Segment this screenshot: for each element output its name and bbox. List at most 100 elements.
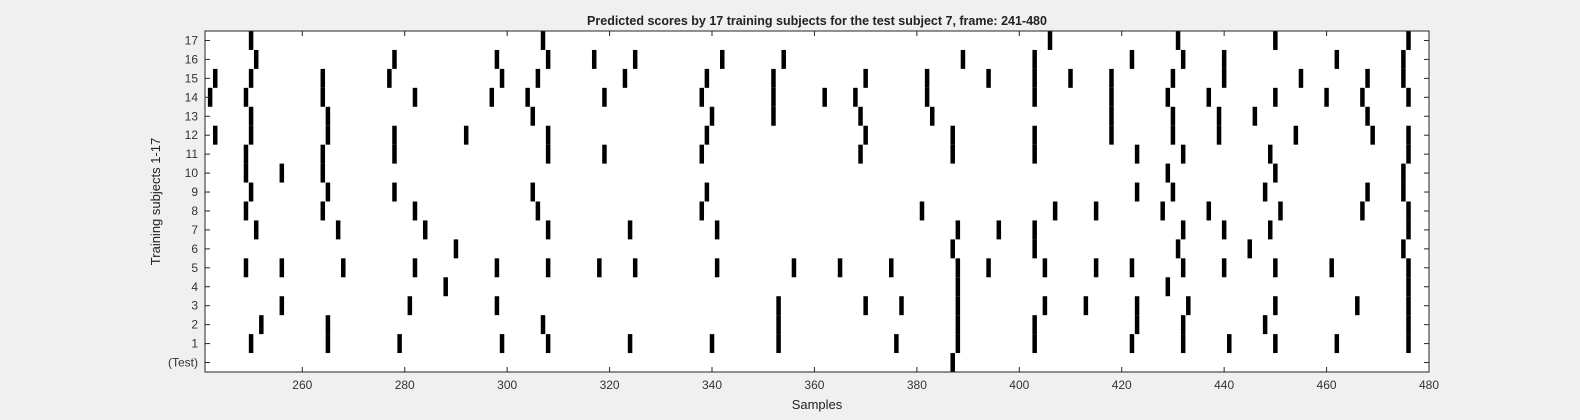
score-mark — [443, 277, 448, 297]
score-mark — [955, 277, 961, 297]
x-tick-label: 340 — [702, 378, 722, 392]
score-mark — [776, 334, 781, 354]
y-tick-label: 1 — [191, 337, 198, 351]
score-mark — [530, 106, 536, 126]
chart-title: Predicted scores by 17 training subjects… — [587, 14, 1047, 28]
score-mark — [535, 68, 541, 88]
score-mark — [1109, 125, 1114, 145]
y-tick-label: (Test) — [168, 356, 198, 370]
score-mark — [1083, 296, 1089, 316]
score-mark — [1180, 258, 1186, 278]
x-tick-label: 320 — [600, 378, 620, 392]
score-mark — [1360, 87, 1365, 107]
score-mark — [341, 258, 346, 278]
y-tick-label: 8 — [191, 204, 198, 218]
score-mark — [1334, 334, 1340, 354]
score-mark — [1355, 296, 1360, 316]
x-tick-label: 300 — [497, 378, 517, 392]
score-mark — [1360, 201, 1365, 221]
score-mark — [545, 220, 551, 240]
score-mark — [325, 125, 331, 145]
score-mark — [924, 87, 930, 107]
score-mark — [535, 201, 541, 221]
score-mark — [929, 106, 935, 126]
score-mark — [955, 334, 961, 354]
y-tick-label: 4 — [191, 280, 198, 294]
score-mark — [545, 125, 551, 145]
score-mark — [325, 334, 331, 354]
y-tick-label: 9 — [191, 185, 198, 199]
y-tick-label: 14 — [185, 90, 199, 104]
score-mark — [212, 68, 218, 88]
score-mark — [1298, 68, 1304, 88]
score-mark — [704, 182, 710, 202]
score-mark — [320, 163, 326, 183]
score-mark — [1221, 68, 1227, 88]
score-mark — [950, 239, 955, 259]
score-mark — [986, 68, 991, 88]
score-mark — [253, 220, 259, 240]
score-mark — [320, 87, 326, 107]
score-mark — [1032, 144, 1037, 164]
score-mark — [699, 144, 705, 164]
x-tick-label: 260 — [292, 378, 312, 392]
score-mark — [955, 315, 961, 335]
score-mark — [1221, 220, 1227, 240]
score-mark — [243, 201, 249, 221]
y-tick-label: 3 — [191, 299, 198, 313]
score-mark — [545, 49, 551, 69]
x-tick-label: 400 — [1009, 378, 1029, 392]
score-mark — [1093, 201, 1099, 221]
score-mark — [1180, 49, 1186, 69]
score-mark — [253, 49, 259, 69]
score-mark — [248, 182, 254, 202]
score-mark — [919, 201, 925, 221]
score-mark — [494, 258, 500, 278]
score-mark — [320, 201, 326, 221]
score-mark — [699, 201, 705, 221]
score-mark — [279, 258, 285, 278]
y-tick-label: 2 — [191, 318, 198, 332]
score-mark — [397, 334, 402, 354]
score-mark — [499, 68, 505, 88]
score-mark — [1032, 125, 1037, 145]
score-mark — [591, 49, 597, 69]
score-mark — [1406, 125, 1411, 145]
score-mark — [822, 87, 827, 107]
score-mark — [791, 258, 797, 278]
score-mark — [392, 49, 397, 69]
score-mark — [1134, 144, 1140, 164]
x-tick-label: 460 — [1317, 378, 1337, 392]
score-mark — [1227, 334, 1232, 354]
score-mark — [248, 106, 254, 126]
score-mark — [1273, 163, 1278, 183]
score-mark — [950, 144, 955, 164]
score-mark — [1068, 68, 1073, 88]
score-mark — [960, 49, 966, 69]
score-mark — [1267, 220, 1273, 240]
y-tick-label: 10 — [185, 166, 199, 180]
score-mark — [1334, 49, 1340, 69]
x-axis-label: Samples — [792, 397, 843, 412]
score-mark — [392, 182, 397, 202]
y-tick-label: 13 — [185, 109, 199, 123]
score-mark — [1273, 87, 1278, 107]
score-mark — [463, 125, 469, 145]
score-mark — [771, 87, 776, 107]
score-mark — [776, 315, 781, 335]
score-mark — [279, 296, 285, 316]
score-mark — [1175, 239, 1181, 259]
score-mark — [320, 68, 326, 88]
y-axis-label: Training subjects 1-17 — [148, 138, 163, 265]
x-tick-label: 420 — [1112, 378, 1132, 392]
score-mark — [1365, 182, 1370, 202]
score-mark — [1032, 49, 1037, 69]
score-mark — [259, 315, 264, 335]
score-mark — [1052, 201, 1058, 221]
score-mark — [955, 220, 961, 240]
score-mark — [1365, 106, 1370, 126]
score-mark — [545, 144, 551, 164]
score-mark — [494, 296, 500, 316]
score-mark — [1406, 201, 1411, 221]
score-mark — [1042, 296, 1048, 316]
